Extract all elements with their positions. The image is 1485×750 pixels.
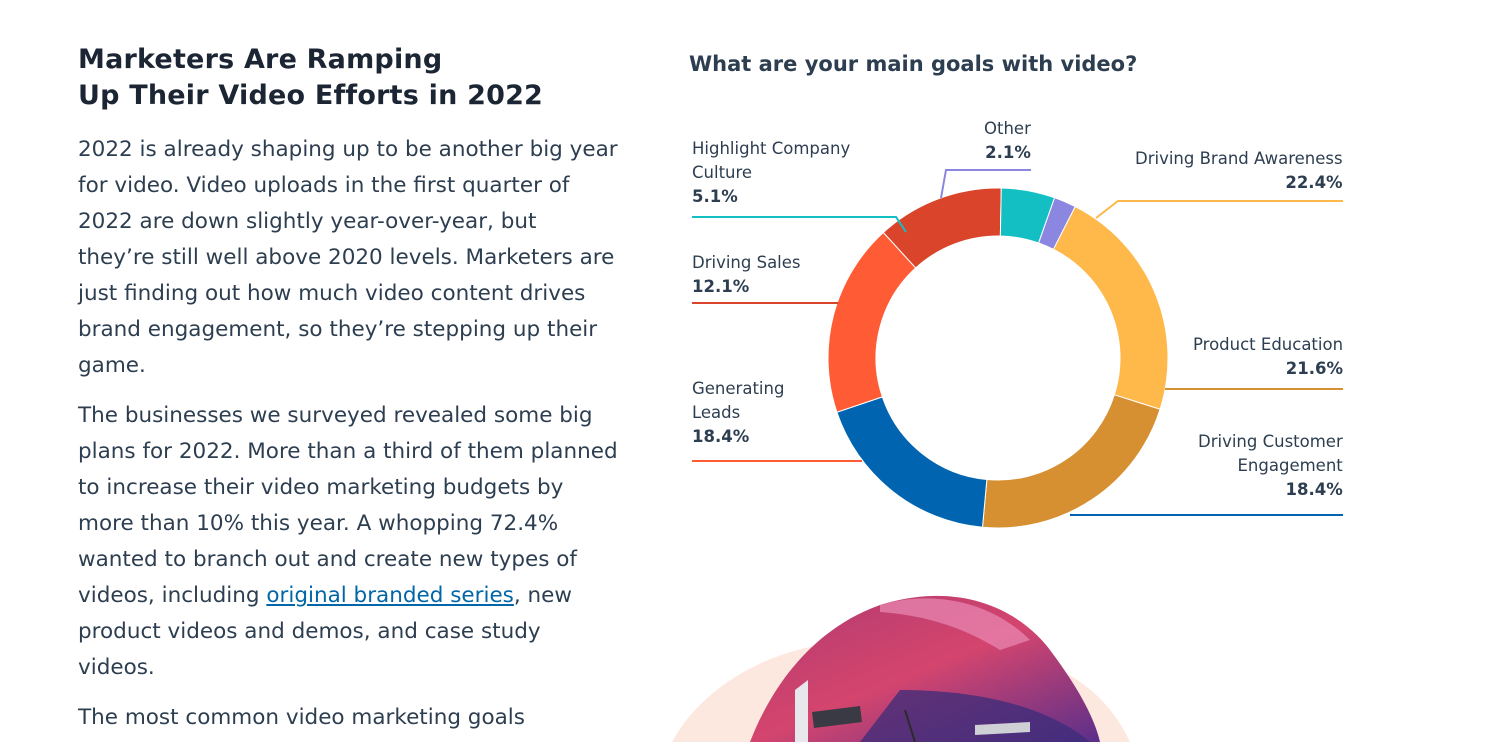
original-branded-series-link[interactable]: original branded series xyxy=(266,583,514,608)
article: Marketers Are Ramping Up Their Video Eff… xyxy=(78,42,618,750)
slice-label-name: Product Education xyxy=(1193,335,1344,354)
slice-label: Highlight Company Culture 5.1% xyxy=(692,137,850,209)
slice-label-value: 18.4% xyxy=(1285,480,1343,499)
slice-label-value: 5.1% xyxy=(692,187,738,206)
slice-label-value: 22.4% xyxy=(1285,173,1343,192)
paragraph-1: 2022 is already shaping up to be another… xyxy=(78,137,618,378)
slice-label: Driving Brand Awareness 22.4% xyxy=(1135,147,1343,195)
slice-label: Driving Customer Engagement 18.4% xyxy=(1198,430,1343,502)
slice-label-name: Other xyxy=(984,119,1031,138)
paragraph-2-text-b: , new product videos and demos, and case… xyxy=(78,583,572,680)
slice-other xyxy=(1037,197,1076,250)
slice-label-value: 12.1% xyxy=(692,277,750,296)
slice-label-value: 2.1% xyxy=(985,143,1031,162)
slice-label-value: 21.6% xyxy=(1285,359,1344,378)
paragraph-3: The most common video marketing goals xyxy=(78,705,525,730)
slice-label-name: Driving Sales xyxy=(692,253,801,272)
leader-line xyxy=(1095,200,1343,219)
slice-label: Generating Leads 18.4% xyxy=(692,377,784,449)
leader-line xyxy=(692,216,907,233)
slice-label-name: Highlight Company Culture xyxy=(692,139,851,182)
leader-line xyxy=(940,169,1031,199)
chart-title: What are your main goals with video? xyxy=(689,52,1138,76)
slice-label-name: Driving Customer Engagement xyxy=(1198,432,1343,475)
slice-label-value: 18.4% xyxy=(692,427,750,446)
paragraph-2-text-a: The businesses we surveyed revealed some… xyxy=(78,403,618,608)
paragraph-2: The businesses we surveyed revealed some… xyxy=(78,398,618,686)
heading-line-2: Up Their Video Efforts in 2022 xyxy=(78,80,544,111)
slice-label: Product Education 21.6% xyxy=(1193,333,1343,381)
heading-line-1: Marketers Are Ramping xyxy=(78,44,443,75)
article-heading: Marketers Are Ramping Up Their Video Eff… xyxy=(78,42,618,114)
slice-label-name: Generating Leads xyxy=(692,379,785,422)
slice-label-name: Driving Brand Awareness xyxy=(1135,149,1343,168)
slice-label: Other 2.1% xyxy=(984,117,1031,165)
slice-label: Driving Sales 12.1% xyxy=(692,251,801,299)
